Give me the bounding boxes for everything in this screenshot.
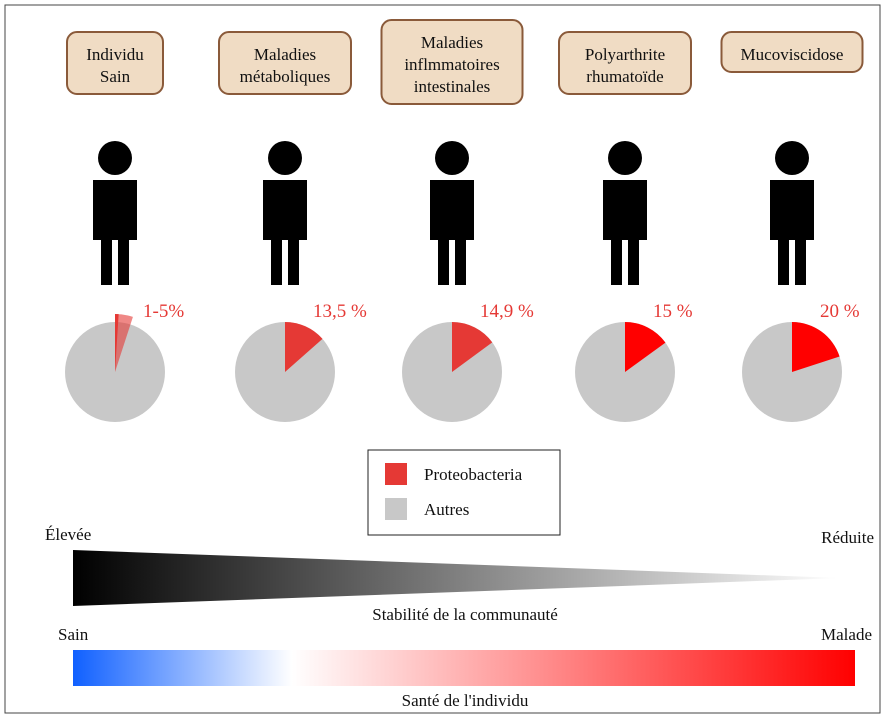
figure-body <box>263 180 307 285</box>
label-text: Maladies <box>254 45 316 64</box>
label-box <box>720 31 864 73</box>
legend-swatch <box>385 498 407 520</box>
stability-caption: Stabilité de la communauté <box>372 605 558 624</box>
stability-right: Réduite <box>821 528 874 547</box>
label-box <box>380 19 524 105</box>
panels: Individu Sain 1-5% Maladies métaboliques 13,5… <box>65 19 864 422</box>
health-bar <box>73 650 855 686</box>
health-right: Malade <box>821 625 872 644</box>
figure-body <box>93 180 137 285</box>
figure-head <box>435 141 469 175</box>
pie-wedge <box>792 322 840 372</box>
label-text: intestinales <box>414 77 490 96</box>
label-text: Sain <box>100 67 131 86</box>
pie-label: 13,5 % <box>313 301 367 322</box>
pie-wedge <box>625 322 666 372</box>
label-text: Maladies <box>421 33 483 52</box>
pie-wedge <box>452 322 493 372</box>
frame <box>4 4 881 714</box>
label-text: inflmmatoires <box>404 55 499 74</box>
pie-label: 14,9 % <box>480 301 534 322</box>
figure-body <box>770 180 814 285</box>
label-text: métaboliques <box>240 67 331 86</box>
figure-head <box>775 141 809 175</box>
pie-label: 15 % <box>653 301 693 322</box>
stability-left: Élevée <box>45 525 91 544</box>
pie-label: 1-5% <box>143 301 184 322</box>
legend-box <box>367 449 561 536</box>
legend-label: Proteobacteria <box>424 465 523 484</box>
figure-head <box>608 141 642 175</box>
label-box <box>218 31 352 95</box>
pie-label: 20 % <box>820 301 860 322</box>
pie-wedge <box>285 322 323 372</box>
label-box <box>66 31 164 95</box>
figure-body <box>603 180 647 285</box>
health-left: Sain <box>58 625 89 644</box>
figure-body <box>430 180 474 285</box>
figure-head <box>268 141 302 175</box>
legend-swatch <box>385 463 407 485</box>
label-text: rhumatoïde <box>586 67 663 86</box>
pie-wedge-high <box>115 314 133 372</box>
health-caption: Santé de l'individu <box>402 691 529 710</box>
label-box <box>558 31 692 95</box>
legend-label: Autres <box>424 500 469 519</box>
figure-head <box>98 141 132 175</box>
label-text: Mucoviscidose <box>741 45 844 64</box>
label-text: Polyarthrite <box>585 45 665 64</box>
pie-wedge-low <box>115 314 119 372</box>
stability-wedge <box>73 550 840 606</box>
label-text: Individu <box>86 45 144 64</box>
